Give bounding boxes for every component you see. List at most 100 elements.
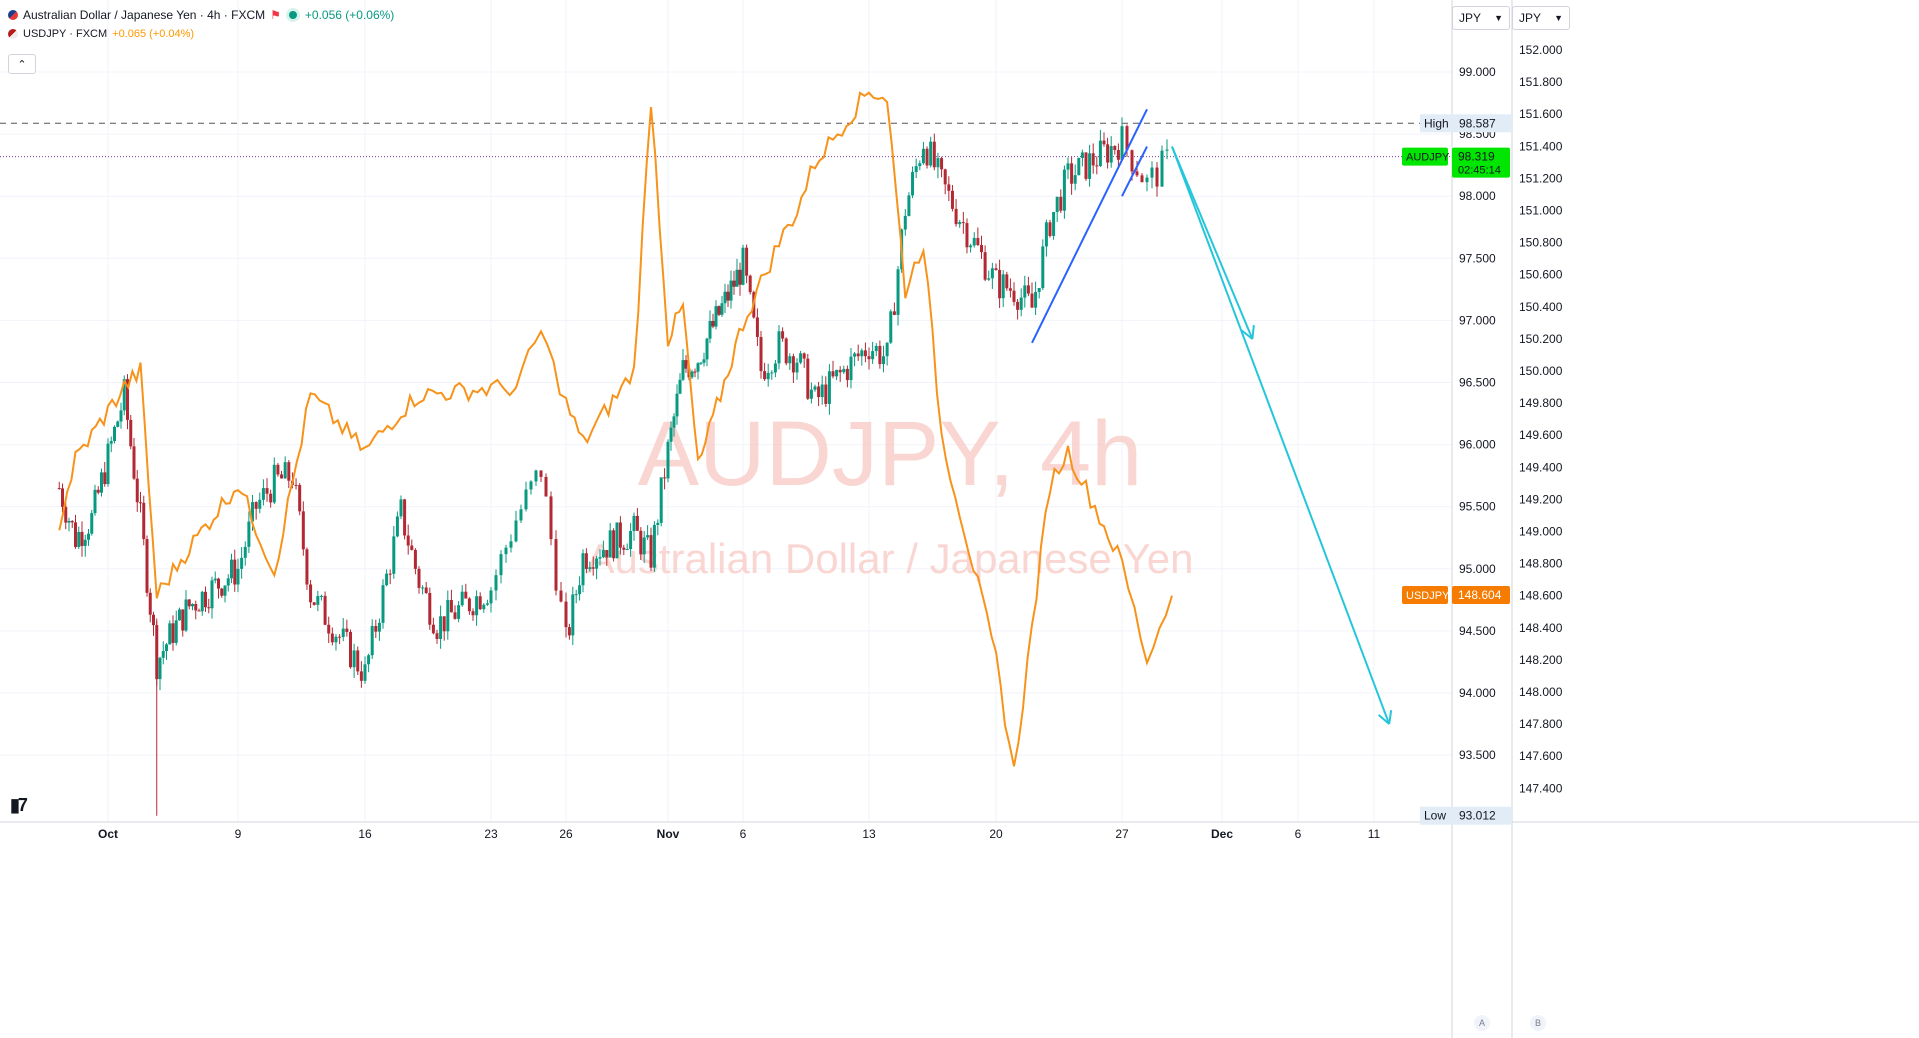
candle-body xyxy=(424,587,428,594)
candle-body xyxy=(323,595,327,625)
candle-body xyxy=(622,547,626,550)
candle-body xyxy=(656,522,660,525)
left-axis-tick: 94.000 xyxy=(1459,686,1496,700)
candle-body xyxy=(581,553,585,586)
candle-body xyxy=(1023,285,1027,298)
time-axis-label: 16 xyxy=(358,827,372,841)
symbol-watermark: AUDJPY, 4h Australian Dollar / Japanese … xyxy=(586,403,1193,582)
candle-body xyxy=(838,369,842,373)
axis-background xyxy=(1452,0,1919,1038)
time-axis-label: 23 xyxy=(484,827,498,841)
legend-collapse-button[interactable]: ⌃ xyxy=(8,54,36,74)
candle-body xyxy=(998,269,1002,299)
candle-body xyxy=(925,148,929,166)
price-level-lines xyxy=(0,122,1452,158)
candle-body xyxy=(681,360,685,380)
candle-body xyxy=(1066,163,1070,170)
candle-body xyxy=(485,603,489,605)
candle-body xyxy=(911,172,915,196)
candle-body xyxy=(184,599,188,631)
right-axis-tick: 150.000 xyxy=(1519,364,1563,378)
candle-body xyxy=(649,535,653,568)
candle-body xyxy=(827,371,831,404)
candle-body xyxy=(598,557,602,559)
legend-compare-symbol[interactable]: USDJPY · FXCM xyxy=(23,28,108,40)
candle-body xyxy=(635,515,639,531)
candle-body xyxy=(845,368,849,381)
time-axis-label: 20 xyxy=(989,827,1003,841)
candle-body xyxy=(319,595,323,597)
candle-body xyxy=(213,578,217,581)
candle-body xyxy=(161,651,165,658)
candle-body xyxy=(406,535,410,546)
right-scale-button[interactable]: B xyxy=(1530,1015,1546,1031)
auto-scale-button[interactable]: A xyxy=(1474,1015,1490,1031)
candle-body xyxy=(1155,167,1159,187)
candle-body xyxy=(567,627,571,636)
candle-body xyxy=(247,521,251,547)
currency-select-right[interactable]: JPY ▼ xyxy=(1512,6,1570,30)
candle-body xyxy=(1135,171,1139,176)
candle-body xyxy=(903,215,907,230)
candle-body xyxy=(690,371,694,378)
candle-body xyxy=(979,245,983,253)
candle-body xyxy=(578,585,582,595)
candle-body xyxy=(918,163,922,167)
candle-body xyxy=(197,610,201,612)
candle-body xyxy=(549,496,553,540)
candle-body xyxy=(1037,288,1041,292)
candle-body xyxy=(230,559,233,579)
candle-body xyxy=(174,620,178,643)
projection-arrow-long-head xyxy=(1377,714,1390,725)
candle-body xyxy=(696,363,700,372)
candle-body xyxy=(921,148,925,164)
candle-body xyxy=(191,603,194,607)
candle-body xyxy=(103,472,107,485)
candle-body xyxy=(766,372,770,380)
candle-body xyxy=(348,631,352,668)
candle-body xyxy=(204,591,207,608)
candle-body xyxy=(605,550,609,558)
left-axis-tick: 94.500 xyxy=(1459,624,1496,638)
time-axis-label: 9 xyxy=(235,827,242,841)
candle-body xyxy=(399,499,403,517)
candle-body xyxy=(280,474,284,479)
candle-body xyxy=(612,530,616,559)
high-tag-bg xyxy=(1420,114,1512,133)
right-axis-tick: 152.000 xyxy=(1519,43,1563,57)
left-axis-tick: 97.500 xyxy=(1459,251,1496,265)
candle-body xyxy=(464,591,468,599)
candle-body xyxy=(729,280,733,301)
low-tag-bg xyxy=(1420,806,1512,825)
left-axis-tick: 98.000 xyxy=(1459,189,1496,203)
candle-body xyxy=(672,416,676,428)
candle-body xyxy=(200,591,204,612)
aud-jpy-flag-icon xyxy=(8,10,18,20)
currency-select-left[interactable]: JPY ▼ xyxy=(1452,6,1510,30)
chevron-down-icon: ▼ xyxy=(1494,13,1503,23)
market-closed-flag-icon: ⚑ xyxy=(270,8,281,22)
candle-body xyxy=(1026,285,1030,294)
candle-body xyxy=(519,509,523,521)
candle-body xyxy=(745,247,749,276)
candle-body xyxy=(446,600,450,632)
candle-body xyxy=(882,356,886,365)
legend-main-symbol[interactable]: Australian Dollar / Japanese Yen · 4h · … xyxy=(23,8,266,22)
candle-body xyxy=(119,410,123,422)
candle-body xyxy=(755,317,759,337)
candle-body xyxy=(1130,150,1134,172)
candle-body xyxy=(748,275,752,293)
candle-body xyxy=(1012,290,1016,302)
candle-body xyxy=(223,585,227,596)
legend-compare-change: +0.065 (+0.04%) xyxy=(112,28,195,40)
right-axis-tick: 149.400 xyxy=(1519,460,1563,474)
candle-body xyxy=(684,360,688,369)
right-axis-tick: 151.000 xyxy=(1519,204,1563,218)
candle-body xyxy=(539,470,543,477)
candle-body xyxy=(735,269,739,287)
candle-body xyxy=(116,421,120,427)
candle-body xyxy=(1073,175,1077,184)
left-axis-tick: 96.000 xyxy=(1459,438,1496,452)
candle-body xyxy=(74,522,77,547)
